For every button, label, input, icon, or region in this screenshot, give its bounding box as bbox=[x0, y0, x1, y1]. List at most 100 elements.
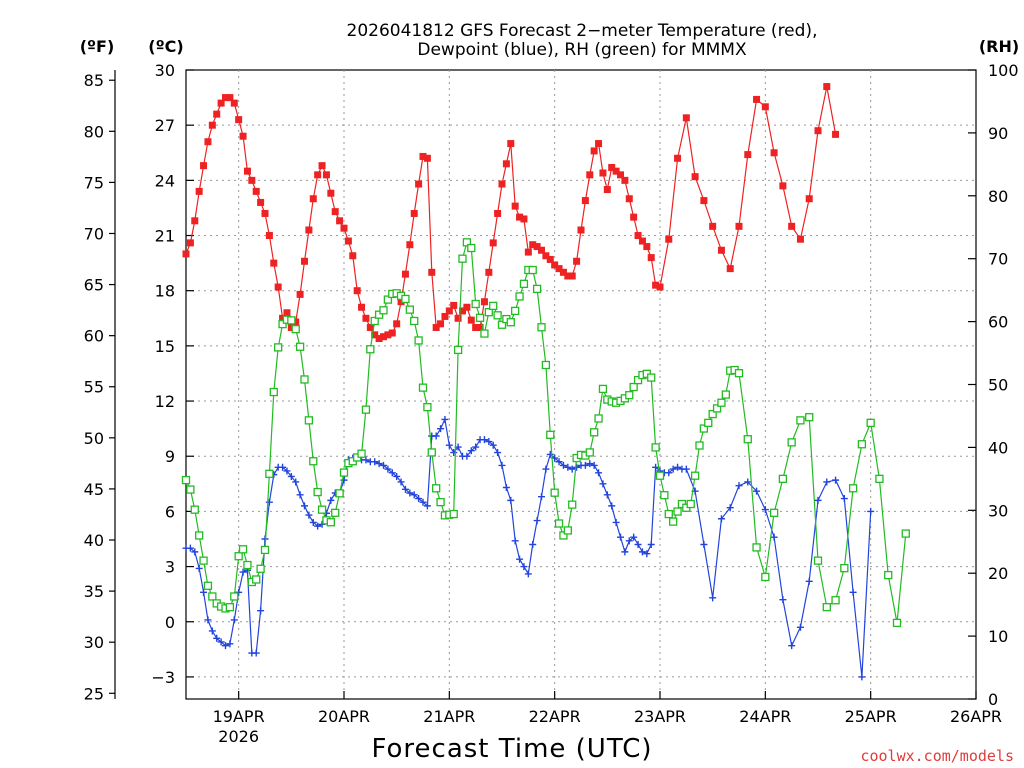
dewpoint-point bbox=[735, 482, 743, 490]
relative-humidity-point bbox=[647, 373, 656, 382]
relative-humidity-point bbox=[532, 284, 542, 294]
dewpoint-point bbox=[406, 489, 414, 497]
temperature-point bbox=[248, 176, 256, 184]
temperature-point bbox=[700, 197, 708, 205]
temperature-point bbox=[796, 235, 804, 243]
temperature-point bbox=[590, 147, 598, 155]
dewpoint-point bbox=[204, 616, 212, 624]
dewpoint-point bbox=[485, 438, 493, 446]
temperature-point bbox=[717, 246, 725, 254]
relative-humidity-point bbox=[471, 299, 480, 309]
temperature-point bbox=[318, 162, 326, 170]
x-axis-label: Forecast Time (UTC) bbox=[371, 734, 652, 764]
dewpoint-point bbox=[617, 533, 624, 541]
temperature-series bbox=[182, 83, 840, 343]
temperature-point bbox=[498, 180, 506, 188]
dewpoint-point bbox=[480, 436, 488, 444]
temperature-point bbox=[340, 224, 348, 232]
temperature-point bbox=[419, 152, 427, 160]
rh-tick-label: 80 bbox=[988, 187, 1008, 206]
temperature-point bbox=[612, 167, 620, 175]
relative-humidity-point bbox=[278, 319, 287, 329]
dewpoint-point bbox=[507, 496, 515, 504]
celsius-tick-label: 6 bbox=[165, 502, 175, 521]
dewpoint-point bbox=[599, 480, 607, 488]
relative-humidity-point bbox=[857, 440, 867, 449]
temperature-point bbox=[533, 243, 541, 251]
dewpoint-point bbox=[638, 548, 646, 556]
dewpoint-point bbox=[559, 461, 567, 469]
relative-humidity-point bbox=[199, 556, 208, 565]
temperature-point bbox=[507, 140, 515, 148]
relative-humidity-point bbox=[901, 529, 910, 538]
temperature-point bbox=[279, 314, 287, 322]
temperature-point bbox=[432, 323, 440, 331]
dewpoint-point bbox=[314, 522, 322, 530]
relative-humidity-point bbox=[769, 508, 779, 517]
relative-humidity-point bbox=[761, 572, 770, 582]
temperature-point bbox=[393, 320, 401, 328]
relative-humidity-point bbox=[427, 448, 436, 457]
x-tick-label: 24APR bbox=[739, 707, 791, 726]
temperature-point bbox=[480, 298, 488, 306]
temperature-point bbox=[336, 217, 344, 225]
celsius-tick-label: 0 bbox=[165, 613, 175, 632]
dewpoint-point bbox=[753, 487, 761, 495]
temperature-point bbox=[371, 331, 379, 339]
temperature-point bbox=[555, 265, 563, 273]
relative-humidity-point bbox=[660, 491, 669, 500]
x-tick-label: 26APR bbox=[950, 707, 1002, 726]
dewpoint-point bbox=[761, 506, 769, 514]
x-tick-label: 20APR bbox=[318, 707, 370, 726]
dewpoint-point bbox=[371, 458, 379, 466]
celsius-tick-label: 30 bbox=[155, 61, 175, 80]
relative-humidity-point bbox=[669, 517, 678, 526]
celsius-tick-label: 3 bbox=[165, 558, 175, 577]
dewpoint-point bbox=[538, 493, 545, 501]
relative-humidity-point bbox=[594, 414, 603, 423]
temperature-point bbox=[243, 167, 251, 175]
relative-humidity-point bbox=[629, 382, 638, 392]
temperature-point bbox=[805, 195, 813, 203]
temperature-point bbox=[441, 312, 449, 320]
dewpoint-point bbox=[533, 517, 541, 525]
relative-humidity-point bbox=[704, 418, 713, 428]
temperature-point bbox=[568, 272, 576, 280]
temperature-line bbox=[185, 86, 837, 340]
rh-tick-label: 70 bbox=[988, 250, 1008, 269]
relative-humidity-point bbox=[230, 592, 239, 601]
dewpoint-point bbox=[265, 498, 273, 506]
dewpoint-point bbox=[437, 425, 445, 433]
temperature-point bbox=[652, 281, 660, 289]
relative-humidity-point bbox=[190, 505, 199, 514]
celsius-tick-label: −3 bbox=[151, 668, 175, 687]
dewpoint-point bbox=[744, 478, 752, 486]
dewpoint-point bbox=[608, 502, 616, 510]
temperature-point bbox=[349, 252, 357, 260]
temperature-point bbox=[770, 149, 778, 157]
dewpoint-point bbox=[401, 485, 409, 493]
dewpoint-point bbox=[840, 495, 848, 503]
temperature-point bbox=[691, 173, 699, 181]
rh-tick-label: 20 bbox=[988, 564, 1008, 583]
fahrenheit-tick-label: 35 bbox=[84, 582, 104, 601]
relative-humidity-point bbox=[326, 518, 335, 527]
temperature-point bbox=[779, 182, 787, 190]
dewpoint-point bbox=[788, 642, 796, 650]
dewpoint-point bbox=[494, 449, 502, 457]
temperature-point bbox=[726, 265, 734, 273]
relative-humidity-point bbox=[313, 487, 322, 497]
temperature-point bbox=[656, 283, 664, 291]
dewpoint-point bbox=[867, 507, 875, 515]
relative-humidity-point bbox=[546, 430, 555, 439]
dewpoint-point bbox=[283, 467, 291, 475]
temperature-point bbox=[257, 198, 265, 206]
dewpoint-point bbox=[858, 673, 866, 681]
relative-humidity-point bbox=[361, 405, 371, 414]
dewpoint-point bbox=[832, 476, 840, 484]
temperature-point bbox=[252, 187, 260, 195]
relative-humidity-point bbox=[295, 342, 305, 351]
temperature-point bbox=[753, 95, 761, 103]
temperature-point bbox=[208, 121, 216, 129]
